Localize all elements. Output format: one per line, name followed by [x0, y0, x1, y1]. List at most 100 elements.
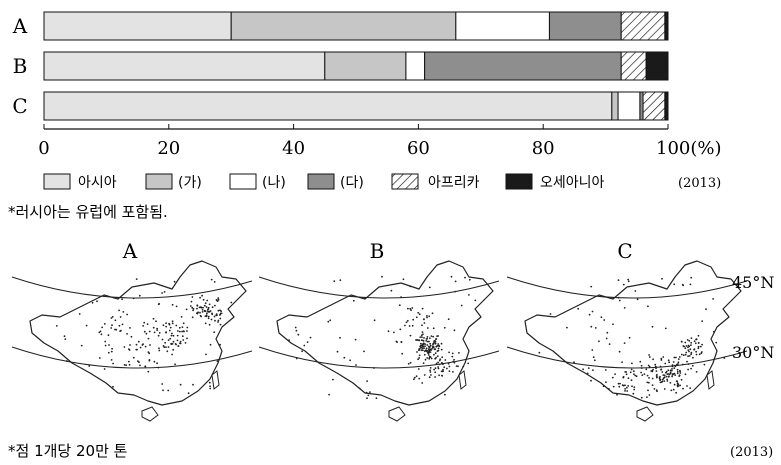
map-dot: [639, 360, 642, 363]
map-dot: [429, 344, 432, 347]
x-tick-label: 60: [407, 138, 430, 159]
map-dot: [440, 348, 443, 351]
map-dot: [419, 344, 422, 347]
map-dot: [230, 301, 233, 304]
map-dot: [430, 357, 433, 360]
map-dot: [205, 353, 207, 356]
map-dot: [208, 323, 211, 326]
map-b: [258, 260, 500, 422]
map-dot: [631, 385, 633, 388]
map-dot: [675, 391, 677, 394]
map-dot: [163, 346, 166, 349]
map-dot: [181, 326, 184, 328]
map-dot: [167, 389, 170, 392]
map-dot: [199, 314, 202, 317]
map-dot: [632, 370, 635, 373]
map-dot: [365, 391, 368, 394]
map-dot: [426, 316, 428, 319]
map-dot: [617, 382, 620, 385]
map-dot: [191, 306, 194, 309]
map-dot: [217, 319, 220, 322]
map-dot: [421, 382, 424, 384]
map-dot: [186, 337, 188, 340]
map-dot: [661, 380, 664, 383]
map-dot: [667, 359, 670, 362]
map-dot: [634, 290, 637, 292]
map-dot: [418, 348, 421, 350]
category-label-b: B: [13, 54, 28, 78]
map-dot: [648, 354, 650, 356]
map-dot: [381, 275, 383, 278]
map-dot: [204, 310, 207, 313]
map-dot: [130, 335, 133, 338]
map-dot: [592, 356, 595, 359]
legend-label-ga: (가): [178, 175, 202, 191]
map-dot: [158, 303, 161, 305]
map-dot: [424, 343, 427, 345]
map-dot: [474, 299, 477, 302]
map-dot: [614, 373, 616, 375]
map-dot: [428, 357, 431, 360]
map-dot: [122, 311, 125, 313]
map-dot: [608, 343, 611, 345]
map-dot: [428, 351, 430, 354]
map-dot: [684, 347, 687, 350]
map-dot: [327, 320, 330, 323]
map-dot: [375, 397, 378, 400]
map-dot: [672, 361, 675, 363]
map-dot: [306, 341, 309, 343]
map-dot: [633, 386, 636, 388]
map-dot: [111, 347, 113, 350]
map-dot: [129, 344, 131, 346]
map-dot: [177, 330, 179, 332]
map-dot: [143, 321, 146, 324]
bar-a-segment-5: [664, 11, 669, 41]
map-dot: [450, 275, 453, 278]
map-dot: [633, 388, 636, 391]
map-dot: [468, 294, 470, 296]
map-dot: [424, 358, 427, 361]
map-dot: [209, 385, 212, 388]
map-dot: [656, 376, 658, 379]
map-dot: [577, 307, 580, 310]
legend-swatch-oceania: [505, 173, 533, 190]
map-dot: [425, 347, 428, 350]
map-dot: [645, 368, 648, 371]
map-dot: [648, 356, 651, 358]
map-dot: [427, 345, 430, 348]
map-dot: [422, 349, 424, 352]
map-dot: [669, 372, 672, 375]
map-dot: [139, 364, 141, 367]
map-dot: [685, 345, 688, 347]
map-dot: [433, 368, 435, 371]
map-dot: [627, 385, 630, 387]
map-dot: [418, 377, 421, 380]
map-dot: [400, 341, 403, 344]
map-dot: [648, 377, 650, 379]
map-dot: [429, 369, 431, 372]
map-year: (2013): [730, 445, 773, 460]
map-dot: [80, 344, 83, 347]
map-dot: [665, 375, 668, 378]
map-dot: [416, 339, 419, 341]
map-dot: [118, 309, 120, 312]
map-dot: [148, 359, 151, 362]
map-dot: [664, 327, 667, 330]
map-dot: [217, 321, 219, 323]
map-dot: [405, 321, 408, 324]
map-dot: [573, 361, 575, 364]
map-dot: [329, 319, 332, 322]
map-dot: [467, 362, 470, 365]
map-dot: [690, 341, 693, 344]
map-dot: [651, 384, 654, 386]
map-dot: [586, 372, 589, 375]
map-dot: [666, 380, 669, 382]
bar-a-segment-4: [620, 11, 666, 41]
map-dot: [677, 363, 679, 365]
map-dot: [187, 392, 190, 395]
map-dot: [468, 278, 471, 281]
map-dot: [635, 375, 638, 378]
map-dot: [162, 345, 165, 347]
legend: 아시아 (가) (나) (다) 아프리카 오세아니아 (2013): [43, 173, 721, 191]
